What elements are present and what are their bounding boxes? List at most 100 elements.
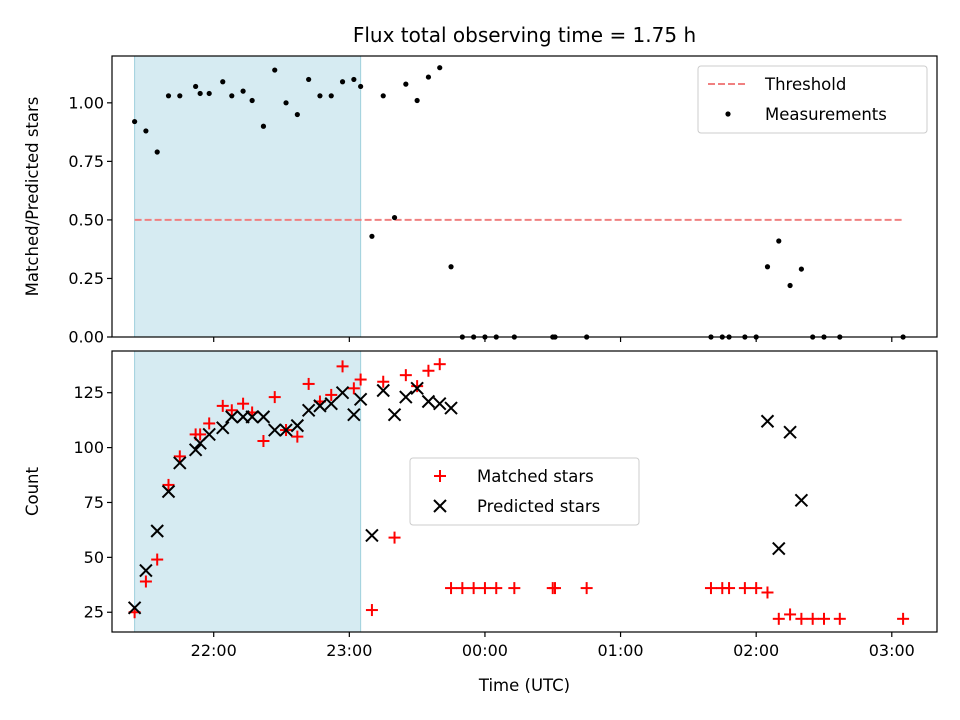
measurement-point (197, 90, 203, 97)
predicted-star-point (202, 427, 216, 442)
measurement-point (229, 93, 235, 99)
predicted-star-point (794, 493, 809, 507)
legend-matched-swatch (434, 470, 446, 482)
measurement-point (339, 79, 346, 85)
bottom-x-ticks: 22:00 23:00 00:00 01:00 02:00 03:00 (191, 632, 915, 660)
figure-title: Flux total observing time = 1.75 h (353, 23, 696, 47)
predicted-star-point (353, 392, 368, 407)
measurement-point (143, 128, 149, 134)
matched-star-point (365, 604, 378, 617)
matched-star-point (467, 582, 480, 595)
predicted-star-point (365, 528, 379, 543)
top-ytick-label: 0.00 (68, 328, 104, 347)
matched-star-point (336, 360, 349, 373)
top-y-axis-label: Matched/Predicted stars (23, 97, 42, 297)
matched-star-point (151, 553, 164, 566)
predicted-star-point (256, 410, 271, 424)
legend-predicted-swatch (433, 499, 447, 513)
bot-ytick-label: 75 (84, 493, 104, 512)
measurement-point (132, 118, 138, 125)
matched-star-point (268, 391, 281, 404)
measurement-point (414, 97, 420, 104)
legend-measurements-label: Measurements (765, 105, 887, 124)
predicted-star-point (399, 390, 413, 404)
matched-star-point (761, 586, 774, 599)
xtick-label: 01:00 (598, 641, 644, 660)
top-legend-box (697, 65, 928, 134)
bottom-y-ticks: 25 50 75 100 125 (73, 383, 112, 622)
bottom-y-axis-label: Count (23, 466, 42, 516)
top-ytick-label: 0.75 (68, 152, 104, 171)
matched-star-point (704, 582, 717, 595)
measurement-point (380, 93, 386, 99)
predicted-star-point (279, 423, 293, 437)
measurement-point (391, 214, 398, 221)
legend-measurements-swatch (725, 111, 731, 117)
measurement-point (177, 93, 183, 99)
measurement-point (764, 264, 771, 270)
measurement-point (787, 282, 793, 289)
predicted-star-point (268, 423, 282, 437)
top-panel: 0.00 0.25 0.50 0.75 1.00 Matched/Predicted s… (23, 55, 938, 347)
matched-star-point (772, 612, 785, 625)
predicted-star-point (245, 410, 259, 424)
bottom-star-points (127, 358, 910, 625)
matched-star-point (508, 582, 521, 595)
bottom-panel: 25 50 75 100 125 22:00 23:00 00:00 01:00 02:00 03… (23, 350, 938, 660)
matched-star-point (173, 450, 186, 463)
measurement-point (798, 266, 804, 272)
matched-star-point (377, 375, 390, 388)
measurement-point (306, 76, 312, 83)
predicted-star-point (324, 396, 338, 411)
top-measurement-points (132, 65, 906, 340)
measurement-point (448, 264, 454, 270)
matched-star-point (817, 612, 830, 625)
measurement-point (358, 83, 364, 90)
predicted-star-point (421, 394, 436, 409)
predicted-star-point (313, 399, 327, 413)
measurement-point (260, 123, 267, 129)
matched-star-point (291, 430, 304, 443)
bot-ytick-label: 100 (73, 438, 104, 457)
predicted-star-point (760, 414, 775, 428)
matched-star-point (795, 612, 808, 625)
matched-star-point (399, 369, 412, 382)
bottom-axes-frame (111, 350, 938, 633)
matched-star-point (723, 582, 736, 595)
predicted-star-point (433, 396, 447, 411)
predicted-star-point (301, 403, 316, 417)
matched-star-point (347, 382, 360, 395)
predicted-star-point (139, 563, 153, 578)
matched-star-point (216, 399, 229, 412)
matched-star-point (139, 575, 152, 588)
predicted-star-point (335, 386, 350, 400)
matched-star-point (422, 364, 435, 377)
predicted-star-point (225, 410, 239, 424)
xtick-label: 22:00 (191, 641, 237, 660)
measurement-point (154, 149, 160, 155)
matched-star-point (784, 608, 797, 621)
matched-star-point (456, 582, 469, 595)
measurement-point (220, 79, 226, 85)
xtick-label: 02:00 (733, 641, 779, 660)
matched-star-point (388, 531, 401, 544)
predicted-star-point (444, 401, 458, 415)
top-axes-frame (111, 55, 938, 338)
measurement-point (206, 90, 212, 97)
matched-star-point (203, 417, 216, 430)
matched-star-point (411, 380, 424, 393)
measurement-point (328, 93, 334, 99)
predicted-star-point (188, 443, 203, 457)
measurement-point (272, 67, 278, 73)
measurement-point (240, 88, 246, 94)
predicted-star-point (161, 484, 176, 499)
matched-star-point (445, 582, 458, 595)
measurement-point (317, 93, 323, 99)
measurement-point (437, 65, 443, 71)
matched-star-point (806, 612, 819, 625)
bot-ytick-label: 50 (84, 548, 104, 567)
bot-ytick-label: 25 (84, 603, 104, 622)
matched-star-point (433, 358, 446, 371)
legend-threshold-label: Threshold (764, 75, 846, 94)
